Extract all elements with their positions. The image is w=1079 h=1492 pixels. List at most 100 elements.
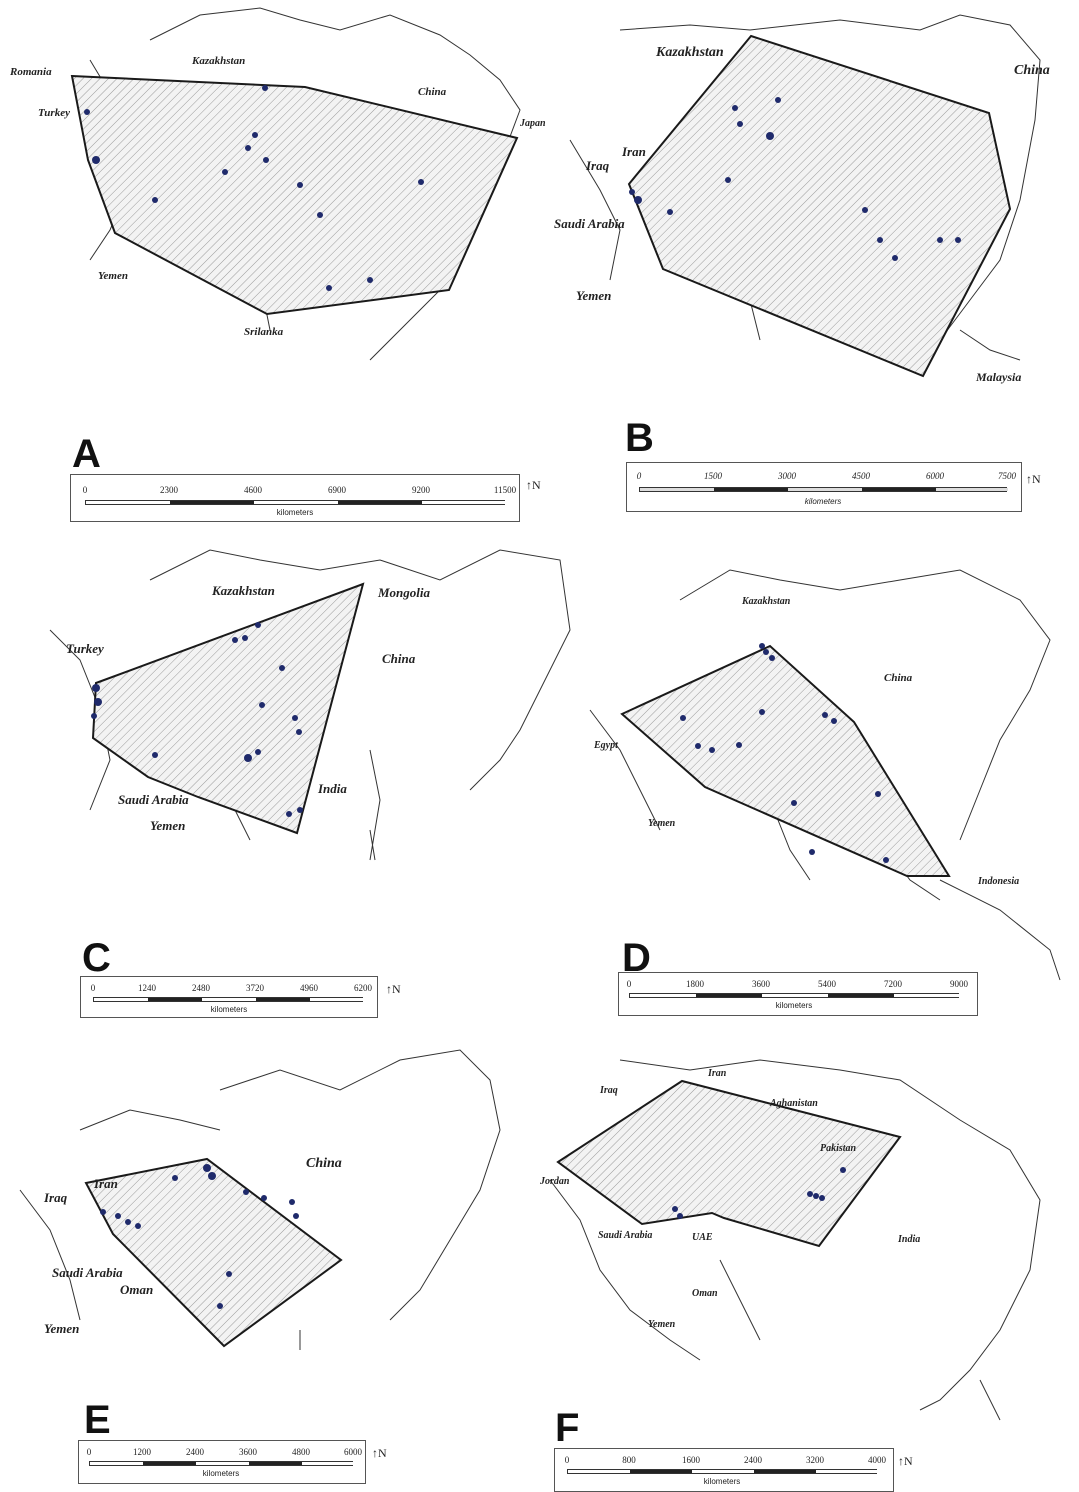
scale-tick: 6000 [344, 1447, 362, 1457]
scale-units: kilometers [804, 497, 842, 506]
north-arrow-icon: ↑N [386, 982, 401, 996]
map-f-svg [549, 1059, 1041, 1421]
scale-tick: 6000 [926, 471, 944, 481]
country-label: Iran [622, 144, 646, 159]
map-panel-f: Iraq Iran Aghanistan Jordan Pakistan Sau… [540, 1040, 1079, 1492]
occurrence-points [84, 85, 424, 291]
country-label: Japan [520, 118, 546, 129]
scale-tick: 2300 [160, 485, 178, 495]
scale-tick: 0 [86, 1447, 92, 1457]
scale-tick: 9000 [950, 979, 968, 989]
occurrence-points [672, 1167, 846, 1219]
map-panel-a: Romania Kazakhstan China Turkey Japan Ye… [0, 0, 546, 522]
scale-tick: 2480 [192, 983, 210, 993]
scale-tick: 3600 [752, 979, 770, 989]
map-c-svg [49, 549, 571, 861]
scale-bar: 0 800 1600 2400 3200 4000 kilometers [554, 1448, 894, 1492]
map-a-svg [70, 7, 521, 361]
scale-tick: 0 [564, 1455, 570, 1465]
occurrence-points [680, 643, 889, 863]
country-label: Saudi Arabia [118, 792, 189, 807]
scale-tick: 9200 [412, 485, 430, 495]
distribution-polygon [70, 74, 519, 316]
map-d-svg [589, 569, 1061, 981]
coastline [549, 1059, 1041, 1421]
country-label: Oman [120, 1282, 154, 1297]
country-label: Iraq [600, 1085, 618, 1096]
country-label: Indonesia [978, 876, 1020, 887]
scale-tick: 4800 [292, 1447, 310, 1457]
map-panel-d: Kazakhstan China Egypt Yemen Indonesia D… [580, 540, 1079, 1020]
north-arrow-icon: ↑N [1026, 472, 1041, 486]
country-label: Pakistan [820, 1143, 857, 1154]
country-label: Saudi Arabia [554, 216, 625, 231]
country-label: Oman [692, 1288, 718, 1299]
distribution-polygon [91, 582, 365, 835]
country-label: UAE [692, 1232, 713, 1243]
scale-bar: 0 1800 3600 5400 7200 9000 kilometers [618, 972, 978, 1016]
country-label: Kazakhstan [742, 596, 791, 607]
scale-units: kilometers [775, 1001, 813, 1010]
country-label: China [884, 672, 913, 684]
scale-tick: 7500 [998, 471, 1016, 481]
scale-tick: 2400 [744, 1455, 762, 1465]
scale-tick: 0 [636, 471, 642, 481]
scale-bar: 0 1200 2400 3600 4800 6000 kilometers [78, 1440, 366, 1484]
scale-tick: 1500 [704, 471, 722, 481]
panel-letter: F [555, 1406, 580, 1450]
country-label: Saudi Arabia [52, 1265, 123, 1280]
country-label: Kazakhstan [192, 55, 246, 67]
scale-tick: 1800 [686, 979, 704, 989]
scale-tick: 4500 [852, 471, 870, 481]
country-label: China [1014, 63, 1050, 78]
country-label: Srilanka [244, 326, 284, 338]
country-label: Egypt [594, 740, 618, 751]
scale-units: kilometers [202, 1469, 240, 1478]
scale-units: kilometers [703, 1477, 741, 1486]
scale-tick: 5400 [818, 979, 836, 989]
north-arrow-icon: ↑N [372, 1446, 387, 1460]
scale-tick: 3200 [806, 1455, 824, 1465]
scale-tick: 6200 [354, 983, 372, 993]
north-arrow-icon: ↑N [526, 478, 541, 492]
map-panel-b: Kazakhstan China Iran Iraq Saudi Arabia … [540, 0, 1079, 520]
scale-tick: 3000 [778, 471, 796, 481]
scale-tick: 0 [82, 485, 88, 495]
scale-tick: 3720 [246, 983, 264, 993]
scale-tick: 3600 [239, 1447, 257, 1457]
panel-letter: A [72, 432, 101, 476]
country-label: Iraq [586, 158, 610, 173]
country-label: India [318, 781, 347, 796]
country-label: Aghanistan [770, 1098, 818, 1109]
scale-tick: 6900 [328, 485, 346, 495]
panel-letter: B [625, 416, 654, 460]
scale-tick: 7200 [884, 979, 902, 989]
scale-tick: 0 [90, 983, 96, 993]
map-e-svg [19, 1049, 501, 1350]
panel-letter: D [622, 936, 651, 980]
country-label: Iran [94, 1176, 118, 1191]
scale-tick: 1600 [682, 1455, 700, 1465]
scale-tick: 4960 [300, 983, 318, 993]
distribution-polygon [84, 1157, 343, 1348]
distribution-polygon [620, 644, 951, 877]
country-label: Turkey [38, 107, 70, 119]
scale-tick: 1240 [138, 983, 156, 993]
distribution-polygon [627, 34, 1012, 378]
map-b-svg [569, 14, 1041, 378]
coastline [589, 569, 1061, 981]
country-label: Yemen [648, 1319, 676, 1330]
country-label: China [306, 1156, 342, 1171]
panel-letter: C [82, 936, 111, 980]
scale-tick: 4000 [868, 1455, 886, 1465]
country-label: India [898, 1234, 921, 1245]
country-label: Malaysia [976, 370, 1022, 384]
country-label: Saudi Arabia [598, 1230, 653, 1241]
country-label: Iraq [44, 1190, 68, 1205]
country-label: Iran [708, 1068, 727, 1079]
country-label: Kazakhstan [656, 45, 724, 60]
scale-tick: 800 [622, 1455, 636, 1465]
scale-tick: 11500 [493, 485, 517, 495]
country-label: Jordan [540, 1176, 570, 1187]
country-label: Mongolia [378, 585, 431, 600]
